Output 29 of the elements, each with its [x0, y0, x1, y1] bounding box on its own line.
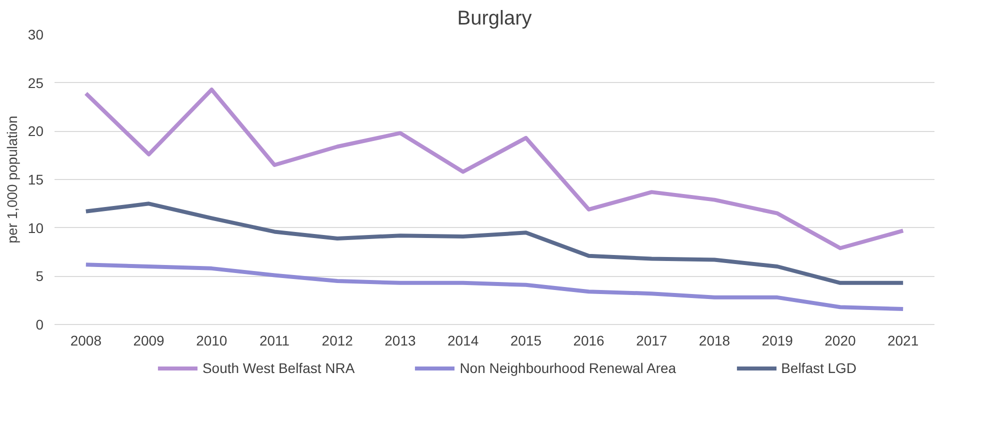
- chart-title: Burglary: [457, 8, 532, 30]
- x-tick-label: 2014: [448, 332, 479, 348]
- legend-label: Non Neighbourhood Renewal Area: [460, 360, 676, 376]
- x-tick-label: 2011: [259, 332, 290, 348]
- x-tick-label: 2010: [196, 332, 228, 348]
- y-tick-label: 5: [36, 268, 44, 284]
- legend-label: Belfast LGD: [781, 360, 857, 376]
- x-tick-label: 2008: [70, 332, 102, 348]
- line-series: [84, 202, 906, 285]
- y-axis-title: per 1,000 population: [4, 116, 20, 244]
- y-tick-label: 25: [28, 74, 44, 91]
- x-tick-label: 2021: [888, 332, 919, 348]
- y-tick-label: 10: [28, 220, 44, 236]
- y-tick-label: 20: [28, 123, 44, 140]
- line-series: [84, 88, 906, 250]
- line-series: [84, 262, 906, 312]
- x-tick-label: 2016: [573, 332, 605, 348]
- x-tick-label: 2017: [636, 332, 668, 348]
- y-tick-label: 30: [28, 26, 44, 42]
- x-tick-label: 2018: [698, 332, 730, 348]
- y-tick-label: 15: [28, 172, 44, 188]
- x-tick-label: 2009: [133, 332, 165, 348]
- y-tick-label: 0: [36, 316, 44, 332]
- x-tick-label: 2013: [384, 332, 416, 348]
- legend-label: South West Belfast NRA: [202, 360, 355, 376]
- x-tick-label: 2012: [322, 332, 354, 348]
- x-tick-label: 2019: [762, 332, 794, 348]
- x-tick-label: 2015: [510, 332, 542, 348]
- x-tick-label: 2020: [824, 332, 856, 348]
